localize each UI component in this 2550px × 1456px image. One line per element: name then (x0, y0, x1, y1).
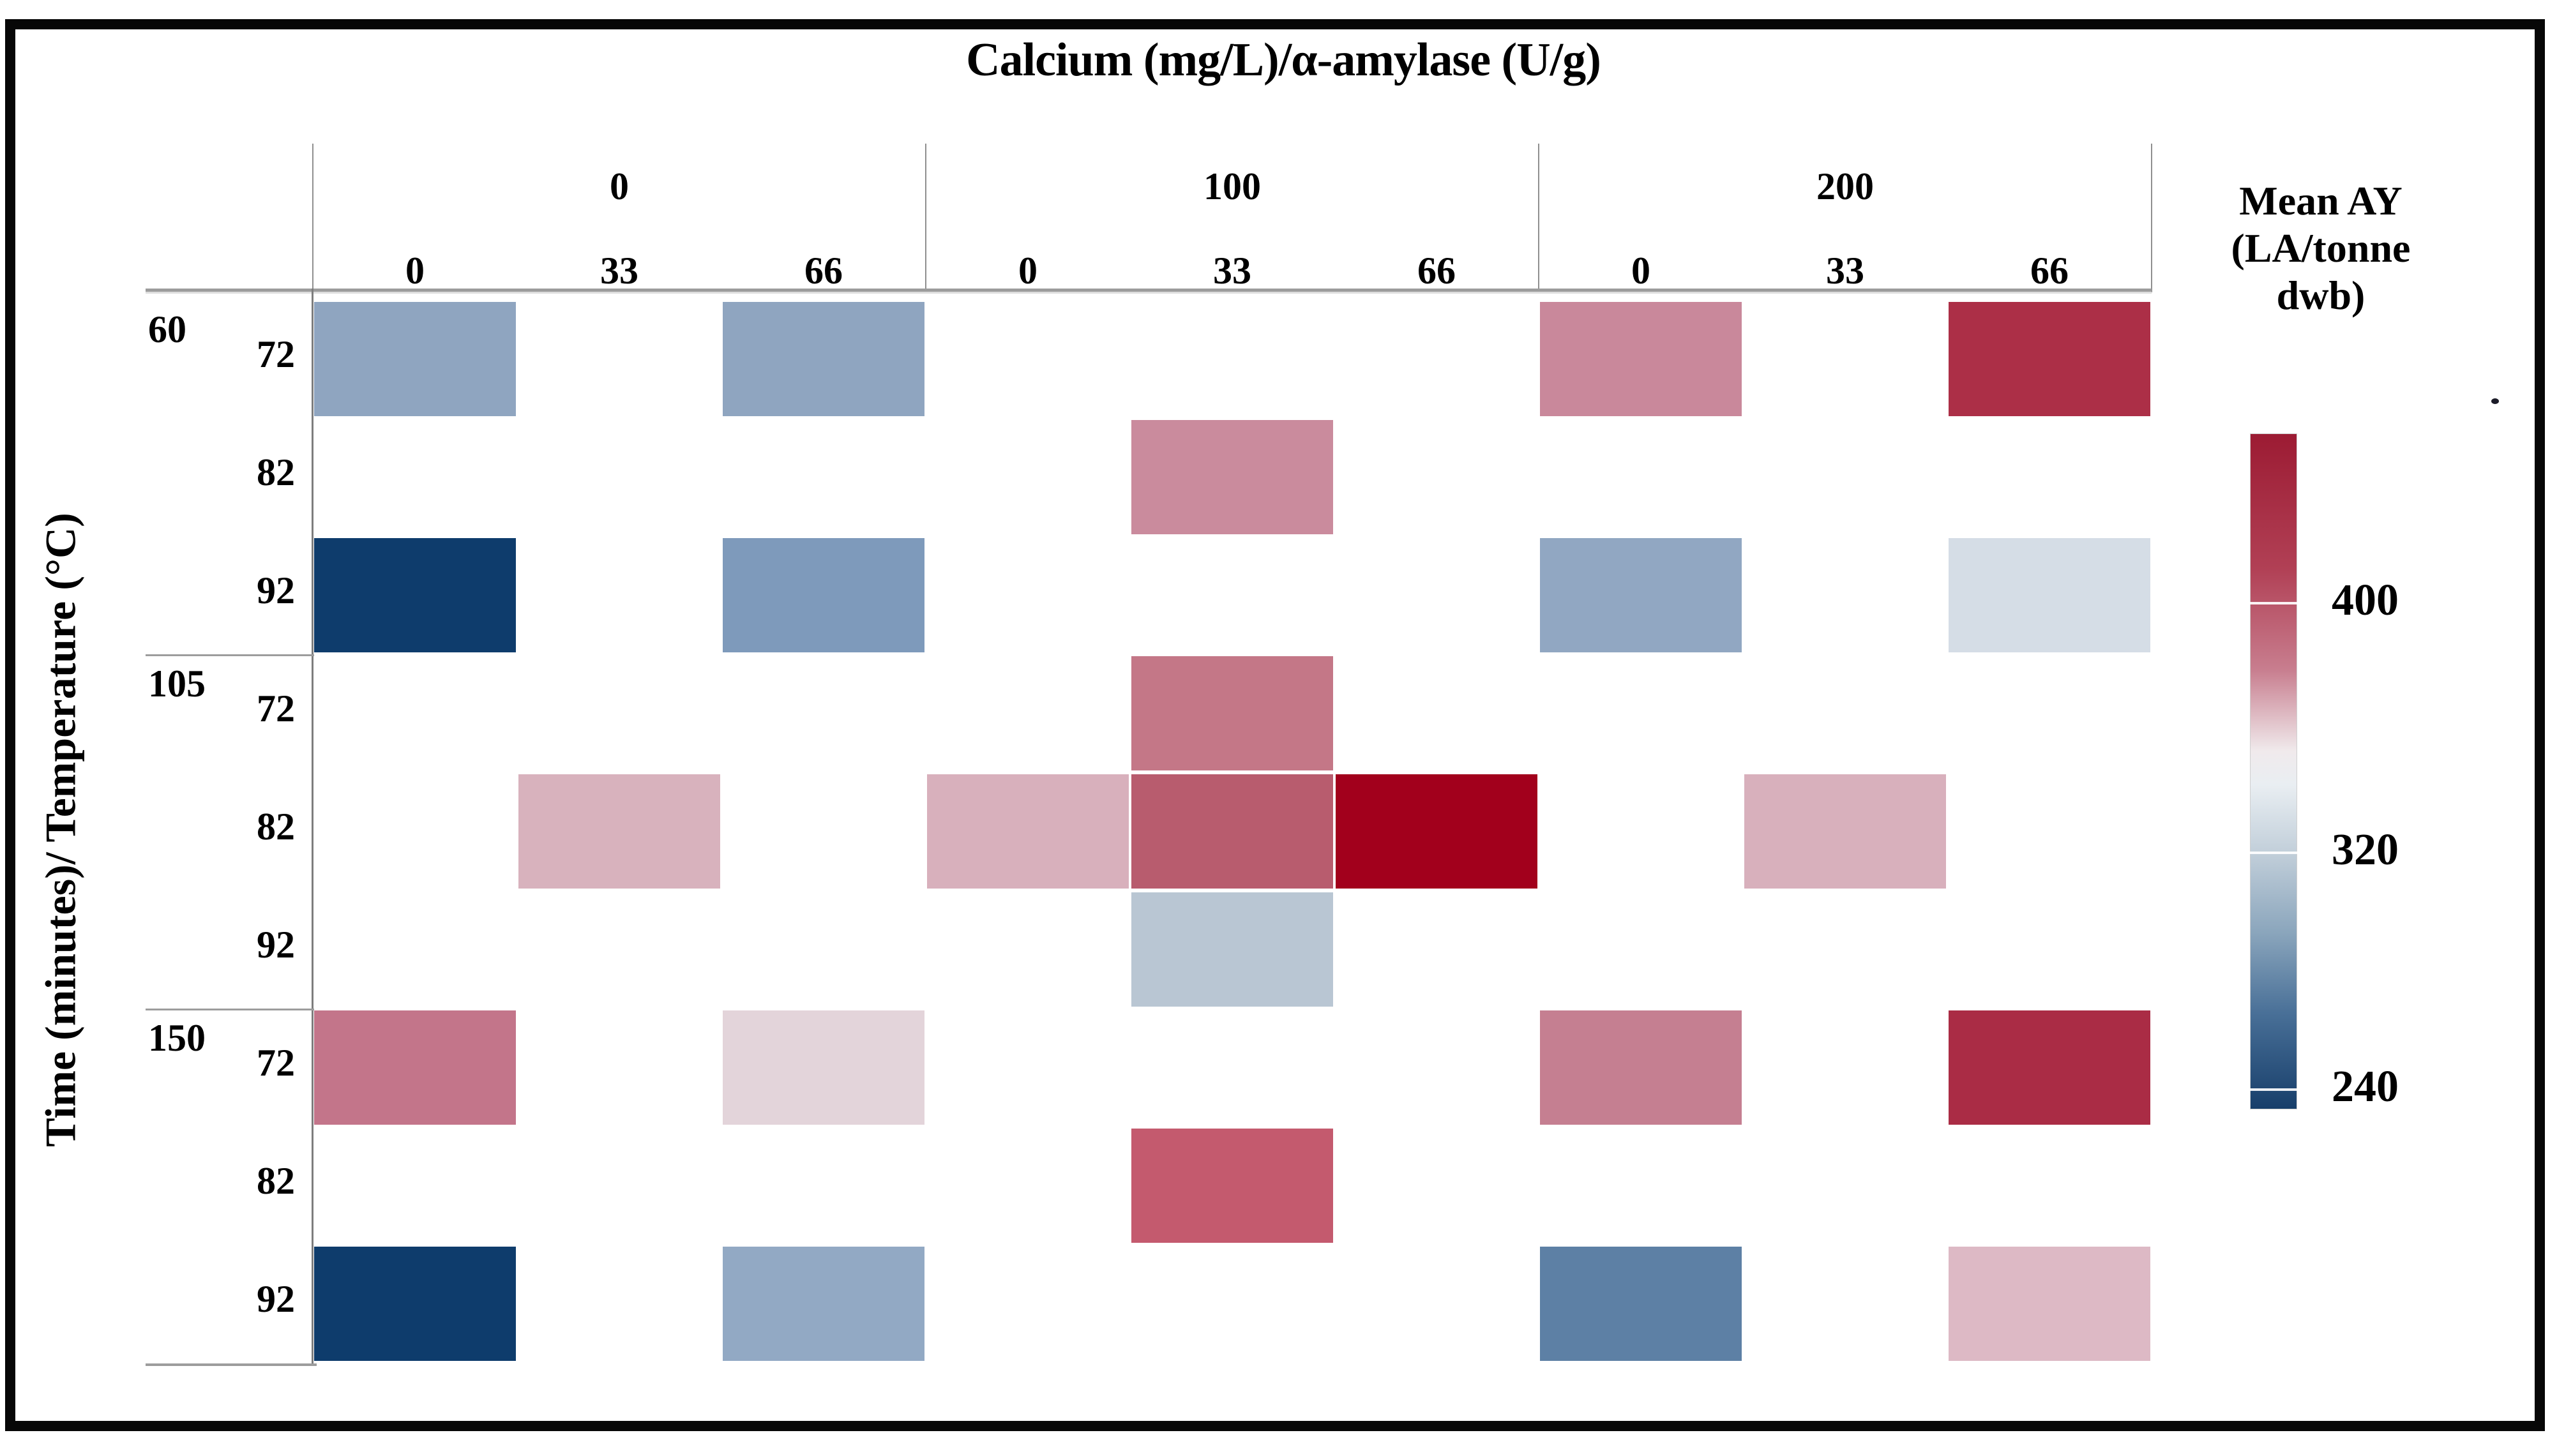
row-sub-label: 82 (257, 451, 295, 493)
row-group-divider-line (146, 654, 314, 656)
column-group-divider-line (312, 144, 313, 292)
row-sub-label: 82 (257, 1159, 295, 1202)
legend-tick-line (2250, 602, 2297, 605)
figure-border (5, 19, 2545, 1431)
heatmap-cell (1540, 302, 1742, 416)
heatmap-cell (1540, 538, 1742, 652)
column-axis-title: Calcium (mg/L)/α-amylase (U/g) (966, 34, 1601, 86)
row-sub-label: 92 (257, 1277, 295, 1320)
legend-tick-label: 320 (2332, 825, 2399, 875)
heatmap-cell (314, 538, 516, 652)
heatmap-cell (1949, 1247, 2150, 1361)
legend-title-line-2: (LA/tonne (2231, 225, 2411, 271)
col-sub-label: 33 (1213, 250, 1251, 292)
heatmap-cell (314, 1010, 516, 1125)
heatmap-cell (723, 1247, 924, 1361)
heatmap-cell (1336, 774, 1537, 889)
row-group-label: 60 (148, 308, 186, 350)
column-group-divider-line (925, 144, 926, 292)
row-group-label: 105 (148, 663, 206, 705)
column-group-divider-line (2151, 144, 2152, 292)
heatmap-cell (1744, 774, 1946, 889)
heatmap-cell (927, 774, 1129, 889)
heatmap-cell (1949, 538, 2150, 652)
heatmap-cell (1131, 892, 1333, 1007)
heatmap-cell (1540, 1010, 1742, 1125)
heatmap-cell (1131, 774, 1333, 889)
row-group-label: 150 (148, 1017, 206, 1059)
heatmap-cell (1949, 302, 2150, 416)
col-sub-label: 0 (405, 250, 425, 292)
legend-tick-line (2250, 1088, 2297, 1091)
col-sub-label: 66 (2030, 250, 2069, 292)
heatmap-cell (1949, 1010, 2150, 1125)
col-group-label: 0 (610, 165, 629, 207)
heatmap-cell (1131, 420, 1333, 534)
heatmap-cell (314, 1247, 516, 1361)
grid-bottom-line (146, 1363, 317, 1366)
heatmap-cell (1131, 656, 1333, 770)
heatmap-cell (518, 774, 720, 889)
row-sub-label: 82 (257, 805, 295, 848)
col-sub-label: 66 (804, 250, 843, 292)
heatmap-cell (723, 1010, 924, 1125)
col-sub-label: 0 (1018, 250, 1037, 292)
column-group-divider-line (1538, 144, 1539, 292)
row-group-divider-line (146, 1009, 314, 1010)
col-sub-label: 33 (1826, 250, 1864, 292)
legend-title-line-3: dwb) (2276, 273, 2365, 318)
row-sub-label: 92 (257, 569, 295, 612)
heatmap-cell (723, 538, 924, 652)
legend-title-line-1: Mean AY (2239, 178, 2403, 223)
header-baseline-shadow (146, 292, 2152, 294)
heatmap-cell (1540, 1247, 1742, 1361)
legend-tick-label: 240 (2332, 1062, 2399, 1111)
col-group-label: 200 (1816, 165, 1874, 207)
legend-tick-label: 400 (2332, 576, 2399, 626)
legend-tick-line (2250, 852, 2297, 855)
col-sub-label: 33 (600, 250, 638, 292)
heatmap-cell (1131, 1129, 1333, 1243)
col-sub-label: 0 (1631, 250, 1650, 292)
heatmap-cell (314, 302, 516, 416)
heatmap-cell (723, 302, 924, 416)
col-group-label: 100 (1203, 165, 1261, 207)
row-sub-label: 72 (257, 333, 295, 375)
row-sub-label: 72 (257, 687, 295, 730)
legend-color-bar (2250, 433, 2297, 1109)
col-sub-label: 66 (1417, 250, 1456, 292)
header-baseline (146, 289, 2152, 292)
y-axis-line (312, 289, 313, 1366)
row-sub-label: 72 (257, 1041, 295, 1084)
row-axis-title: Time (minutes)/ Temperature (°C) (36, 513, 85, 1147)
row-sub-label: 92 (257, 923, 295, 966)
stray-dot (2491, 398, 2499, 404)
